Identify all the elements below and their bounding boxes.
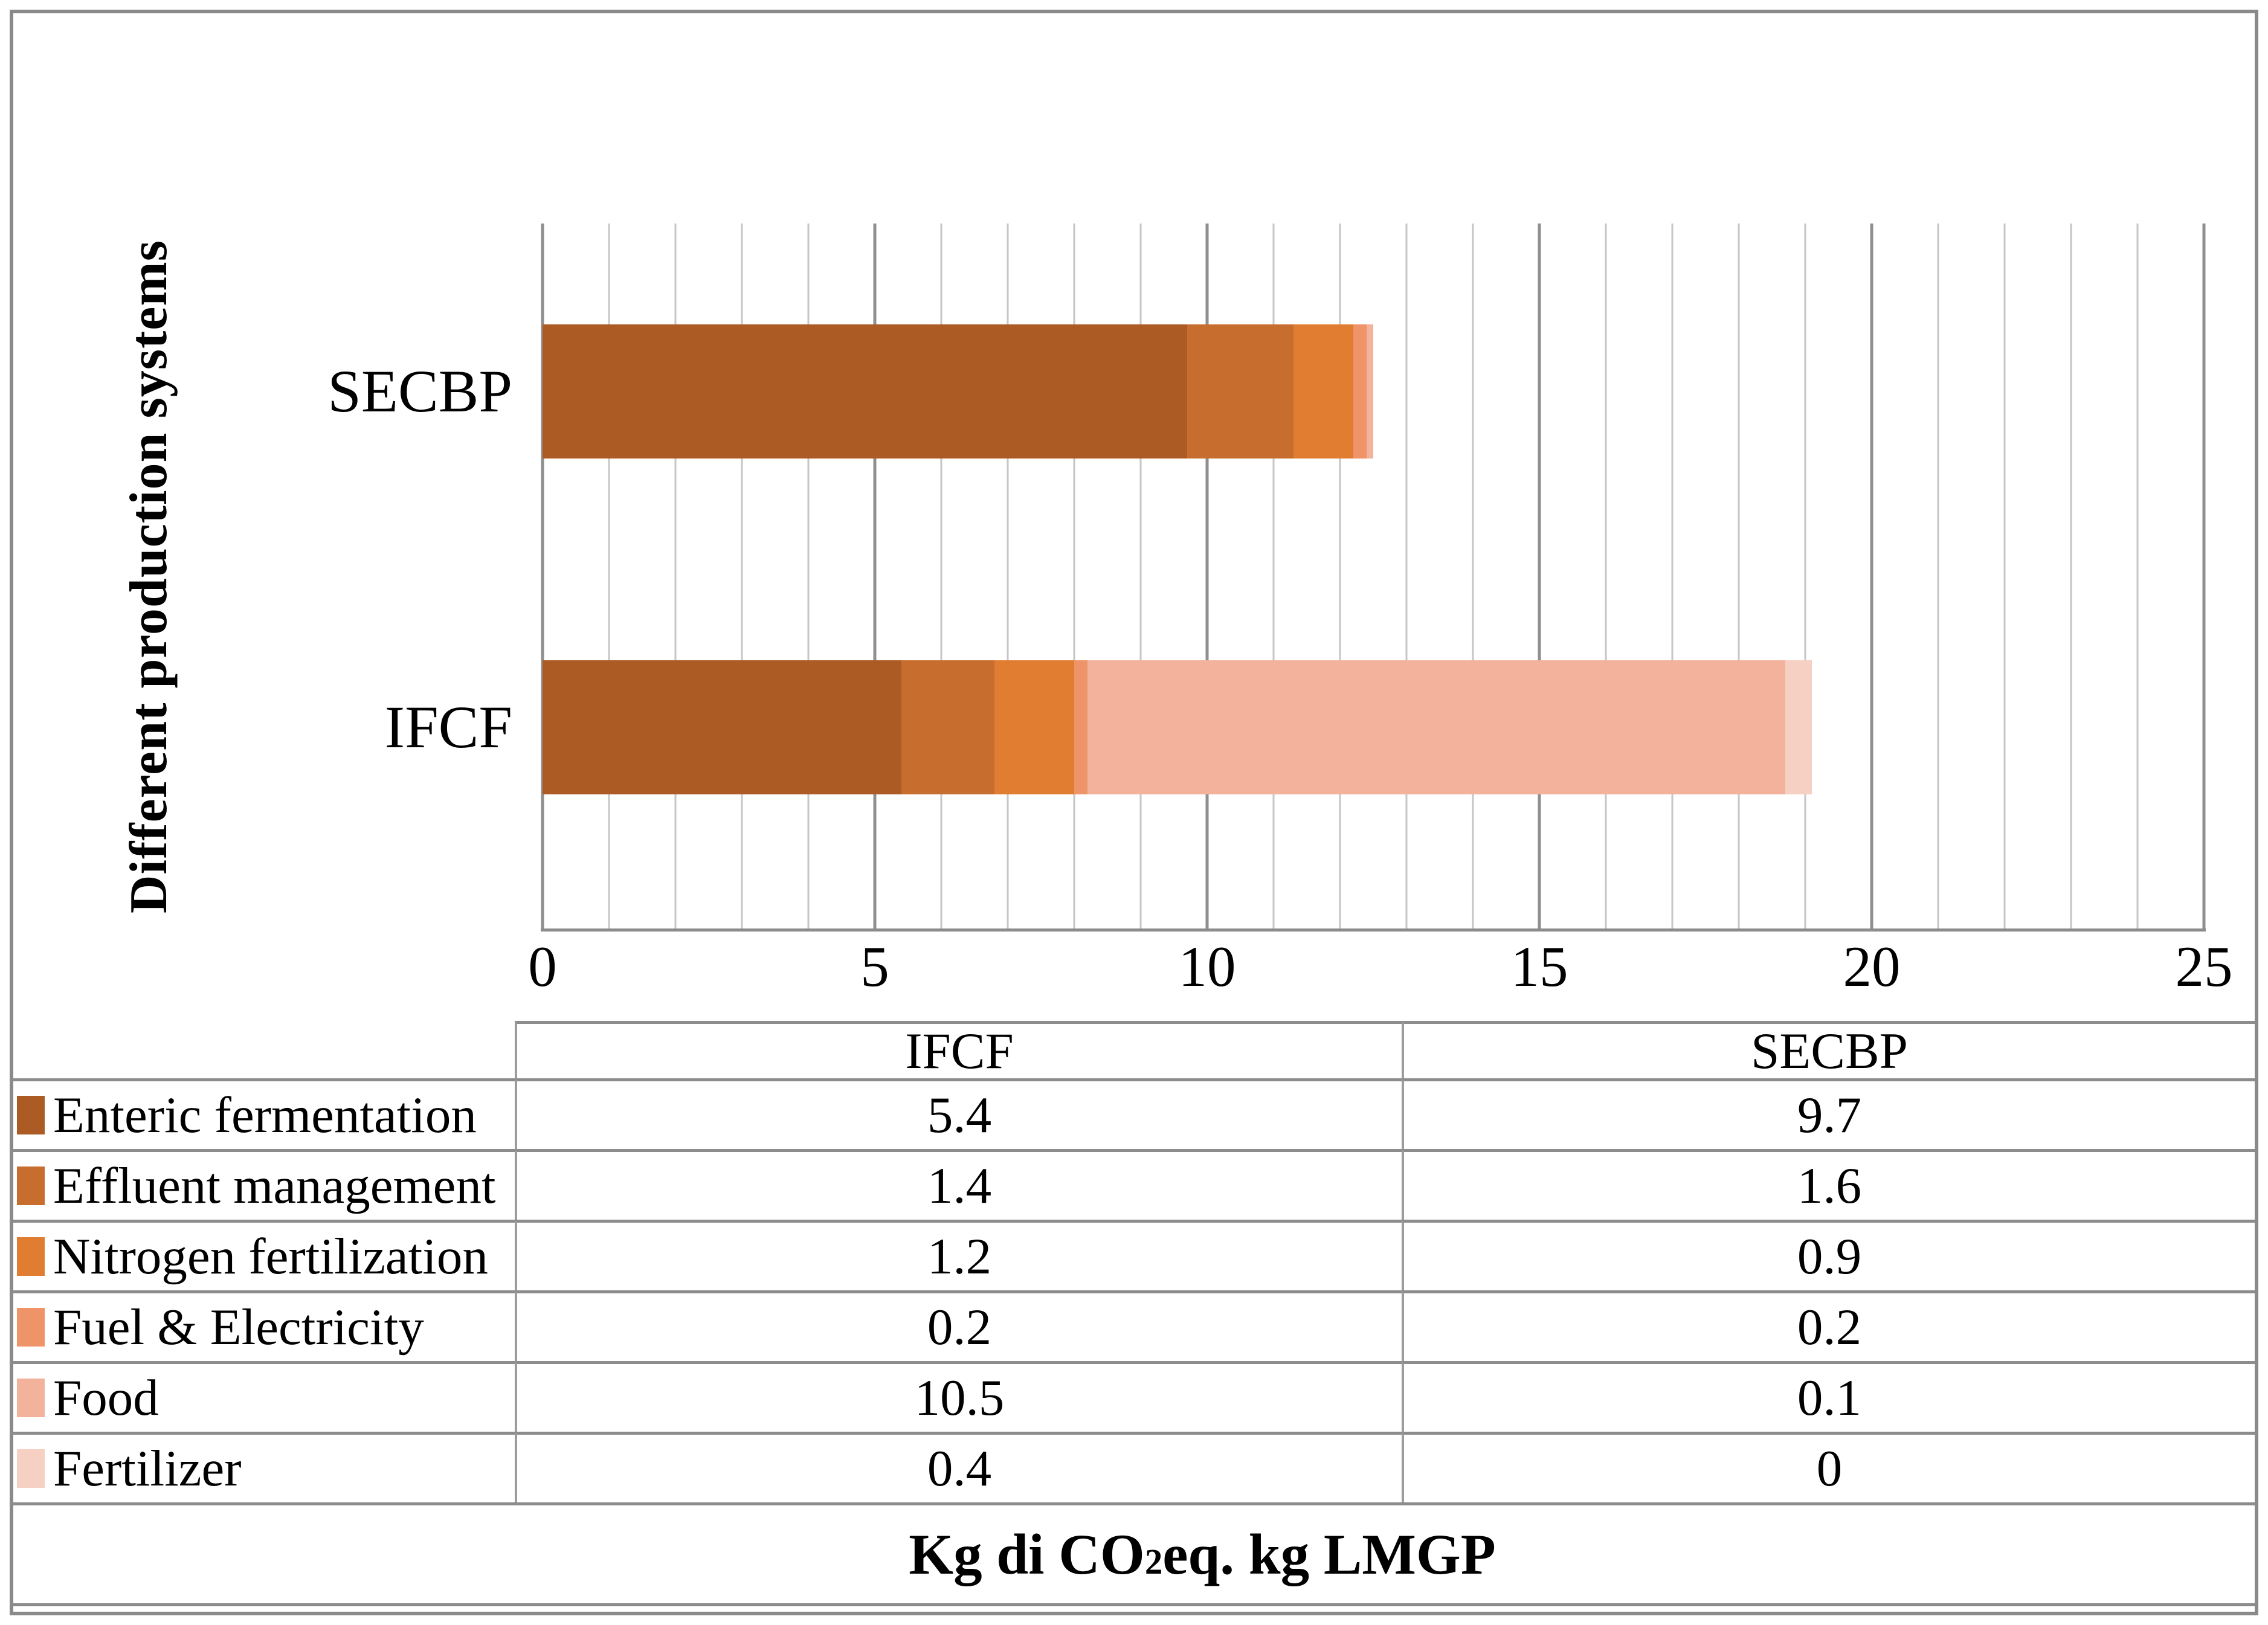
gridline-minor (1339, 224, 1341, 930)
table-row-label: Effluent management (11, 1149, 515, 1220)
table-cell: 0.4 (515, 1432, 1402, 1502)
bar-secbp (543, 324, 2204, 459)
plot-area (541, 224, 2206, 932)
gridline-minor (2070, 224, 2072, 930)
table-cell: 1.6 (1402, 1149, 2255, 1220)
bar-segment-ifcf-enteric-fermentation (543, 660, 901, 794)
table-header-ifcf: IFCF (515, 1021, 1402, 1080)
gridline-major (1870, 224, 1873, 930)
bar-segment-secbp-enteric-fermentation (543, 324, 1187, 459)
table-cell: 0.2 (515, 1290, 1402, 1361)
x-tick-label: 15 (1510, 935, 1568, 999)
gridline-minor (1073, 224, 1075, 930)
bar-segment-ifcf-nitrogen-fertilization (994, 660, 1074, 794)
legend-swatch-fertilizer (17, 1449, 45, 1488)
legend-swatch-fuel-electricity (17, 1308, 45, 1347)
bar-segment-secbp-nitrogen-fertilization (1293, 324, 1353, 459)
data-table: IFCF SECBP Enteric fermentation 5.4 9.7 … (11, 1021, 2255, 1606)
gridline-minor (2136, 224, 2139, 930)
table-row-label: Food (11, 1361, 515, 1432)
gridlines (541, 224, 2206, 930)
legend-label: Food (53, 1369, 159, 1426)
gridline-minor (674, 224, 677, 930)
table-cell: 0.2 (1402, 1290, 2255, 1361)
legend-swatch-food (17, 1379, 45, 1417)
x-axis-title-subscript: 2 (1144, 1542, 1163, 1582)
table-cell: 10.5 (515, 1361, 1402, 1432)
category-label-secbp: SECBP (327, 358, 512, 425)
gridline-minor (741, 224, 743, 930)
gridline-minor (1139, 224, 1142, 930)
table-cell: 5.4 (515, 1078, 1402, 1149)
gridline-minor (1605, 224, 1607, 930)
gridline-minor (608, 224, 610, 930)
gridline-minor (807, 224, 810, 930)
x-axis-title-prefix: Kg di CO (909, 1522, 1145, 1586)
bar-segment-secbp-effluent-management (1187, 324, 1293, 459)
table-row-label: Fuel & Electricity (11, 1290, 515, 1361)
legend-swatch-enteric-fermentation (17, 1096, 45, 1134)
legend-label: Nitrogen fertilization (53, 1228, 488, 1285)
legend-label: Effluent management (53, 1157, 496, 1214)
gridline-minor (1472, 224, 1474, 930)
table-cell: 1.4 (515, 1149, 1402, 1220)
table-row-label: Enteric fermentation (11, 1078, 515, 1149)
legend-label: Enteric fermentation (53, 1087, 477, 1144)
legend-label: Fuel & Electricity (53, 1299, 424, 1356)
bar-segment-ifcf-food (1087, 660, 1785, 794)
x-tick-label: 25 (2175, 935, 2233, 999)
bar-segment-ifcf-fertilizer (1785, 660, 1812, 794)
x-tick-label: 5 (860, 935, 889, 999)
legend-label: Fertilizer (53, 1440, 242, 1497)
bar-segment-ifcf-fuel-electricity (1074, 660, 1087, 794)
x-axis-tick-labels: 0 5 10 15 20 25 (528, 935, 2232, 1002)
table-header-secbp: SECBP (1402, 1021, 2255, 1080)
table-row-label: Fertilizer (11, 1432, 515, 1502)
gridline-major (873, 224, 877, 930)
gridline-minor (940, 224, 942, 930)
gridline-minor (1007, 224, 1009, 930)
gridline-major (1538, 224, 1541, 930)
table-row-label: Nitrogen fertilization (11, 1220, 515, 1290)
x-axis-title: Kg di CO 2 eq. kg LMGP (11, 1502, 2255, 1606)
table-cell: 0.1 (1402, 1361, 2255, 1432)
table-cell: 1.2 (515, 1220, 1402, 1290)
gridline-minor (1272, 224, 1275, 930)
legend-swatch-effluent-management (17, 1166, 45, 1205)
table-cell: 9.7 (1402, 1078, 2255, 1149)
gridline-minor (1405, 224, 1408, 930)
table-cell: 0.9 (1402, 1220, 2255, 1290)
bar-ifcf (543, 660, 2204, 794)
y-axis-title: Different production systems (120, 240, 178, 914)
bar-segment-secbp-food (1367, 324, 1373, 459)
table-header-empty (11, 1021, 515, 1078)
gridline-minor (2003, 224, 2006, 930)
table-cell: 0 (1402, 1432, 2255, 1502)
gridline-major (2202, 224, 2206, 930)
x-tick-label: 0 (528, 935, 557, 999)
x-tick-label: 20 (1843, 935, 1901, 999)
category-label-ifcf: IFCF (384, 693, 512, 761)
gridline-minor (1671, 224, 1674, 930)
x-axis-line (541, 928, 2206, 932)
bar-segment-secbp-fuel-electricity (1353, 324, 1367, 459)
x-tick-label: 10 (1178, 935, 1236, 999)
bar-segment-ifcf-effluent-management (901, 660, 994, 794)
gridline-minor (1804, 224, 1806, 930)
x-axis-title-suffix: eq. kg LMGP (1162, 1522, 1496, 1586)
legend-swatch-nitrogen-fertilization (17, 1237, 45, 1276)
gridline-major (1205, 224, 1209, 930)
gridline-minor (1738, 224, 1740, 930)
gridline-major (541, 224, 544, 930)
gridline-minor (1937, 224, 1939, 930)
